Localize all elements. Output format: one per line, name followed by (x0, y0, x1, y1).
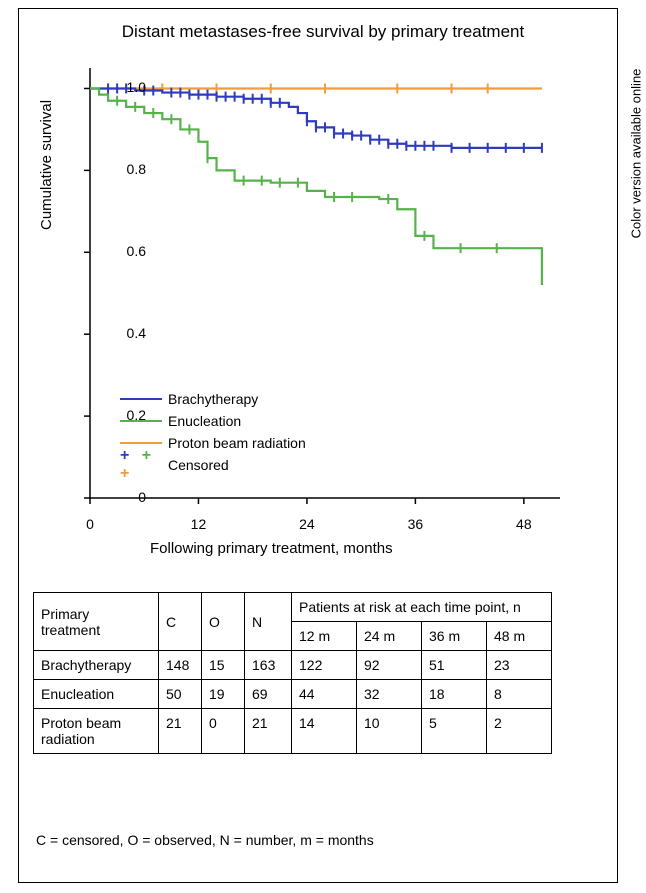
y-tick-label: 0 (100, 489, 146, 505)
x-tick-label: 0 (86, 516, 94, 532)
legend-label: Censored (168, 457, 229, 473)
legend-item-enucleation: Enucleation (120, 410, 306, 432)
cell-n: 21 (245, 709, 292, 754)
col-c: C (159, 593, 202, 651)
cell-risk: 18 (422, 680, 487, 709)
risk-table: Primary treatment C O N Patients at risk… (33, 592, 552, 754)
table-footnote: C = censored, O = observed, N = number, … (36, 832, 374, 848)
y-tick-label: 0.6 (100, 243, 146, 259)
cell-o: 15 (202, 651, 245, 680)
cell-risk: 32 (357, 680, 422, 709)
cell-risk: 51 (422, 651, 487, 680)
table-row: Enucleation5019694432188 (34, 680, 552, 709)
cell-risk: 2 (487, 709, 552, 754)
legend-item-brachytherapy: Brachytherapy (120, 388, 306, 410)
side-label-text: Color version available online (629, 68, 644, 238)
x-tick-label: 12 (191, 516, 207, 532)
cell-c: 50 (159, 680, 202, 709)
legend-label: Brachytherapy (168, 391, 258, 407)
y-tick-label: 0.8 (100, 161, 146, 177)
color-version-label: Color version available online (628, 8, 644, 298)
col-o: O (202, 593, 245, 651)
table-header-row: Primary treatment C O N Patients at risk… (34, 593, 552, 622)
col-12m: 12 m (292, 622, 357, 651)
cell-name: Proton beam radiation (34, 709, 159, 754)
table-row: Proton beam radiation21021141052 (34, 709, 552, 754)
y-tick-label: 0.4 (100, 325, 146, 341)
y-tick-label: 1.0 (100, 79, 146, 95)
cell-n: 163 (245, 651, 292, 680)
col-primary: Primary treatment (34, 593, 159, 651)
table-row: Brachytherapy14815163122925123 (34, 651, 552, 680)
cell-risk: 10 (357, 709, 422, 754)
cell-c: 148 (159, 651, 202, 680)
legend-item-censored: + + + Censored (120, 454, 306, 476)
cell-risk: 122 (292, 651, 357, 680)
cell-o: 0 (202, 709, 245, 754)
legend-label: Enucleation (168, 413, 241, 429)
cell-o: 19 (202, 680, 245, 709)
col-risk-group: Patients at risk at each time point, n (292, 593, 552, 622)
cell-risk: 92 (357, 651, 422, 680)
col-36m: 36 m (422, 622, 487, 651)
cell-n: 69 (245, 680, 292, 709)
chart-title: Distant metastases-free survival by prim… (0, 22, 646, 42)
legend-line-icon (120, 398, 162, 400)
cell-name: Enucleation (34, 680, 159, 709)
legend: Brachytherapy Enucleation Proton beam ra… (120, 388, 306, 476)
cell-risk: 8 (487, 680, 552, 709)
x-axis-label: Following primary treatment, months (150, 540, 393, 557)
cell-risk: 44 (292, 680, 357, 709)
y-axis-label: Cumulative survival (38, 100, 55, 230)
page-root: Color version available online Distant m… (0, 0, 646, 893)
col-n: N (245, 593, 292, 651)
legend-label: Proton beam radiation (168, 435, 306, 451)
censored-marks-icon: + + + (120, 447, 162, 483)
legend-line-icon (120, 420, 162, 422)
col-24m: 24 m (357, 622, 422, 651)
x-tick-label: 24 (299, 516, 315, 532)
legend-line-icon (120, 442, 162, 444)
cell-risk: 5 (422, 709, 487, 754)
x-tick-label: 48 (516, 516, 532, 532)
cell-c: 21 (159, 709, 202, 754)
cell-name: Brachytherapy (34, 651, 159, 680)
cell-risk: 23 (487, 651, 552, 680)
col-48m: 48 m (487, 622, 552, 651)
x-tick-label: 36 (408, 516, 424, 532)
cell-risk: 14 (292, 709, 357, 754)
